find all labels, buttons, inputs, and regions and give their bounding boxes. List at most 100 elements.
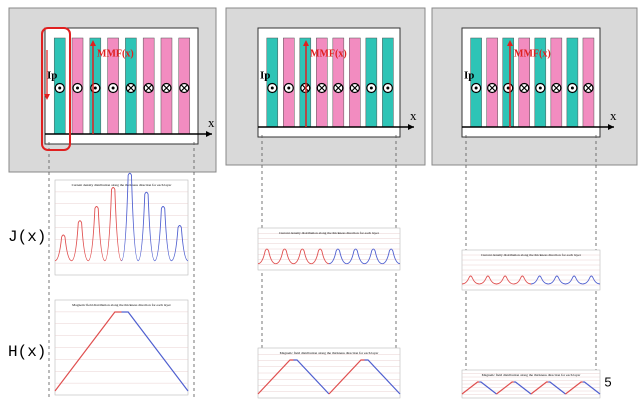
current-cross — [163, 84, 170, 92]
winding-layer — [502, 37, 514, 128]
current-dot — [570, 86, 574, 90]
mmf-arrowhead — [303, 40, 309, 46]
j-curve — [461, 275, 480, 285]
winding-layer — [349, 37, 361, 128]
plot-title: Current density distribution along the t… — [279, 231, 380, 235]
j-curve — [565, 275, 583, 285]
h-rise — [461, 381, 480, 395]
j-curve — [154, 206, 172, 262]
j-curve — [104, 187, 122, 262]
h-fall — [364, 359, 401, 395]
j-curve — [496, 275, 514, 285]
current-dot — [369, 86, 373, 90]
current-dot — [386, 86, 390, 90]
j-curve — [582, 275, 601, 285]
winding-window — [44, 27, 199, 145]
j-curve — [364, 248, 383, 265]
winding-layer — [550, 37, 563, 128]
j-curve — [328, 248, 347, 265]
j-curve — [293, 248, 312, 265]
h-fall — [121, 311, 189, 392]
j-curve — [137, 191, 156, 262]
mmf-label: MMF(x) — [97, 48, 134, 59]
j-curve — [71, 220, 89, 262]
h-rise — [530, 381, 549, 395]
h-fall — [479, 381, 497, 395]
highlight — [41, 27, 71, 151]
current-cross — [127, 84, 135, 92]
mmf-arrowhead — [507, 40, 513, 46]
j-curve — [548, 275, 566, 285]
winding-layer — [365, 37, 378, 128]
current-cross — [334, 84, 342, 92]
h-fall — [293, 359, 330, 395]
winding-window — [461, 27, 601, 138]
j-curve — [479, 275, 497, 285]
j-curve — [257, 248, 276, 265]
row-label: H(x) — [8, 343, 46, 361]
current-cross — [145, 84, 153, 92]
page-number: 5 — [604, 374, 611, 389]
axis-label: x — [410, 108, 417, 123]
j-curve — [513, 275, 532, 285]
mmf-label: MMF(x) — [514, 48, 551, 59]
winding-layer — [382, 37, 394, 128]
axis-label: x — [610, 108, 617, 123]
x-arrow — [206, 131, 212, 137]
current-label: Ip — [464, 70, 474, 82]
axis-label: x — [208, 115, 215, 130]
j-curve — [275, 248, 294, 265]
current-cross — [585, 84, 592, 92]
mmf-arrowhead — [90, 40, 96, 46]
current-cross — [552, 84, 560, 92]
current-dot — [76, 86, 80, 90]
current-cross — [520, 84, 528, 92]
current-dot — [538, 86, 542, 90]
current-dot — [270, 86, 274, 90]
j-curve — [382, 248, 401, 265]
plot-title: Current density distribution along the t… — [72, 183, 173, 187]
winding-layer — [486, 37, 498, 128]
current-dot — [111, 86, 115, 90]
h-rise — [328, 359, 365, 395]
j-curve — [530, 275, 549, 285]
current-cross — [488, 84, 496, 92]
h-rise — [257, 359, 294, 395]
current-dot — [58, 86, 62, 90]
current-label: Ip — [260, 70, 270, 82]
h-rise — [54, 311, 122, 392]
winding-window — [257, 27, 401, 138]
j-curve — [121, 172, 139, 262]
j-curve — [346, 248, 365, 265]
highlight-arrowhead — [44, 94, 50, 100]
j-curve — [171, 225, 189, 262]
plot-title: Current density distribution along the t… — [481, 253, 582, 257]
winding-layer — [470, 37, 482, 128]
winding-layer — [283, 37, 295, 128]
plot-title: Magnetic field distribution along the th… — [280, 351, 379, 355]
current-dot — [93, 86, 97, 90]
current-label: Ip — [47, 70, 57, 82]
h-rise — [565, 381, 583, 395]
row-label: J(x) — [8, 228, 46, 246]
current-dot — [474, 86, 478, 90]
j-curve — [311, 248, 330, 265]
plot-title: Magnetic field distribution along the th… — [72, 303, 171, 307]
j-curve — [87, 206, 106, 262]
current-cross — [351, 84, 359, 92]
current-dot — [287, 86, 291, 90]
plot-title: Magnetic field distribution along the th… — [482, 373, 581, 377]
mmf-label: MMF(x) — [310, 48, 347, 59]
current-dot — [506, 86, 510, 90]
winding-layer — [582, 37, 595, 128]
h-fall — [582, 381, 601, 395]
h-fall — [513, 381, 532, 395]
current-cross — [180, 84, 188, 92]
h-rise — [496, 381, 514, 395]
x-arrow — [608, 124, 614, 130]
h-fall — [548, 381, 566, 395]
x-arrow — [408, 124, 414, 130]
j-curve — [54, 234, 72, 262]
winding-layer — [566, 37, 579, 128]
